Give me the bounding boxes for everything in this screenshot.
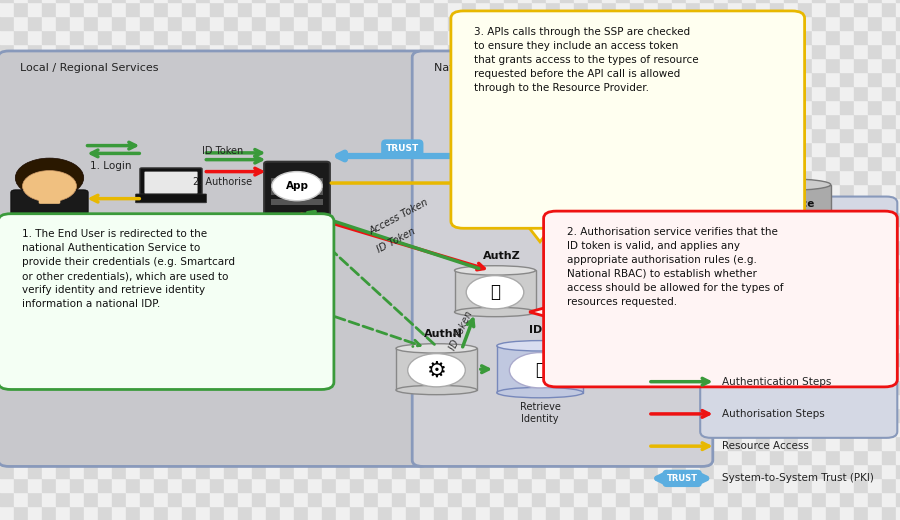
Text: 1. The End User is redirected to the
national Authentication Service to
provide : 1. The End User is redirected to the nat… (22, 229, 235, 309)
Text: Authentication Steps: Authentication Steps (722, 376, 832, 387)
FancyBboxPatch shape (140, 168, 202, 196)
Polygon shape (524, 221, 556, 242)
Text: Credentials: Credentials (190, 259, 233, 308)
Ellipse shape (454, 266, 536, 275)
Text: 📋: 📋 (490, 283, 500, 301)
FancyBboxPatch shape (135, 194, 206, 203)
Ellipse shape (396, 344, 477, 353)
FancyBboxPatch shape (700, 197, 897, 438)
Circle shape (272, 172, 322, 201)
FancyBboxPatch shape (265, 162, 329, 223)
Text: IDP: IDP (529, 326, 551, 335)
Bar (744, 185, 831, 231)
Text: ID Token: ID Token (447, 309, 474, 352)
Circle shape (509, 353, 571, 388)
Text: TRUST: TRUST (636, 144, 669, 153)
Ellipse shape (454, 307, 536, 317)
Text: AuthZ: AuthZ (483, 251, 521, 261)
Ellipse shape (744, 226, 831, 237)
Circle shape (22, 171, 76, 202)
Text: Spine Secure Proxy: Spine Secure Proxy (492, 150, 579, 159)
Text: ⚙: ⚙ (427, 360, 446, 380)
FancyBboxPatch shape (412, 51, 713, 466)
Text: National Services: National Services (434, 63, 531, 73)
Text: 1. Login: 1. Login (90, 161, 131, 172)
FancyBboxPatch shape (145, 172, 198, 193)
Text: Access Token: Access Token (367, 197, 430, 237)
Circle shape (15, 158, 84, 198)
Bar (497, 346, 583, 393)
FancyBboxPatch shape (0, 51, 429, 466)
Ellipse shape (497, 341, 583, 351)
Text: TRUST: TRUST (386, 144, 418, 153)
Bar (271, 178, 322, 185)
FancyBboxPatch shape (544, 211, 897, 387)
Text: TRUST: TRUST (667, 474, 698, 483)
Text: Local / Regional Services: Local / Regional Services (20, 63, 158, 73)
Circle shape (504, 185, 522, 195)
Bar (396, 348, 477, 390)
Text: Retrieve
Identity: Retrieve Identity (519, 402, 561, 424)
Bar (271, 189, 322, 195)
Text: AuthN: AuthN (424, 329, 464, 339)
Ellipse shape (744, 179, 831, 190)
FancyBboxPatch shape (39, 189, 60, 204)
Text: 2. Authorisation service verifies that the
ID token is valid, and applies any
ap: 2. Authorisation service verifies that t… (567, 227, 784, 307)
Text: ID Token: ID Token (202, 146, 243, 156)
FancyBboxPatch shape (11, 190, 88, 224)
Text: Authenticate: Authenticate (262, 254, 310, 308)
FancyBboxPatch shape (451, 11, 805, 228)
Text: 2. Request
Data: 2. Request Data (40, 233, 96, 255)
Ellipse shape (396, 385, 477, 395)
Circle shape (466, 276, 524, 309)
Text: Local / Regional
Application: Local / Regional Application (258, 231, 336, 253)
Text: 2. Authorise: 2. Authorise (193, 177, 252, 187)
Text: 👥: 👥 (535, 361, 545, 379)
Text: Local / Regional
Services: Local / Regional Services (722, 209, 804, 231)
Text: Resource
Provider: Resource Provider (760, 199, 814, 221)
Circle shape (408, 354, 465, 387)
Text: Authorisation Steps: Authorisation Steps (722, 409, 824, 419)
Text: Retrieve
Resource: Retrieve Resource (626, 172, 670, 193)
Circle shape (549, 174, 567, 185)
FancyBboxPatch shape (482, 137, 589, 216)
Circle shape (549, 185, 567, 195)
Circle shape (504, 174, 522, 185)
Text: App: App (285, 181, 309, 191)
Ellipse shape (497, 387, 583, 398)
Text: ID Token: ID Token (375, 226, 417, 255)
FancyBboxPatch shape (0, 214, 334, 389)
Text: 3. APIs calls through the SSP are checked
to ensure they include an access token: 3. APIs calls through the SSP are checke… (474, 27, 699, 93)
Polygon shape (529, 305, 556, 319)
Circle shape (526, 174, 544, 185)
Text: System-to-System Trust (PKI): System-to-System Trust (PKI) (722, 473, 874, 484)
Text: Resource Access: Resource Access (722, 441, 809, 451)
Bar (271, 199, 322, 205)
Bar (454, 270, 536, 312)
Circle shape (526, 185, 544, 195)
